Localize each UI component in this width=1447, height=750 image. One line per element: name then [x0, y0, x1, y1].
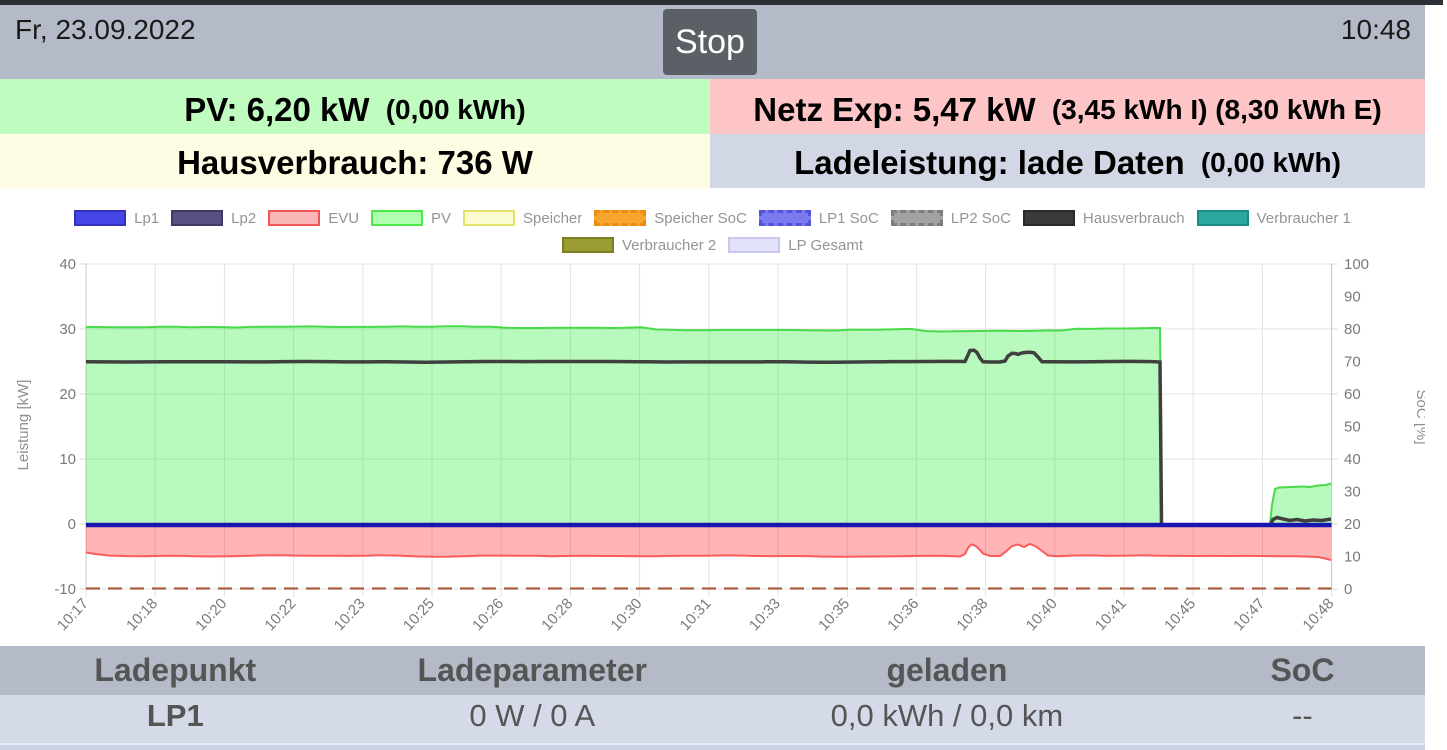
svg-text:10:45: 10:45: [1161, 595, 1199, 634]
svg-text:10:17: 10:17: [54, 595, 92, 634]
svg-text:20: 20: [59, 386, 76, 403]
svg-text:10:36: 10:36: [884, 595, 922, 634]
svg-text:10:40: 10:40: [1023, 595, 1061, 634]
svg-text:10:28: 10:28: [538, 595, 576, 634]
svg-text:10:18: 10:18: [123, 595, 161, 634]
svg-text:10:30: 10:30: [607, 595, 645, 634]
svg-text:10: 10: [59, 451, 76, 468]
svg-text:10:23: 10:23: [331, 595, 369, 634]
svg-text:10:41: 10:41: [1092, 595, 1130, 634]
svg-text:10:47: 10:47: [1230, 595, 1268, 634]
svg-text:90: 90: [1344, 289, 1361, 306]
svg-text:40: 40: [1344, 451, 1361, 468]
svg-text:10:22: 10:22: [261, 595, 299, 634]
svg-text:SoC [%]: SoC [%]: [1413, 389, 1425, 444]
svg-text:30: 30: [59, 321, 76, 338]
svg-text:10:33: 10:33: [746, 595, 784, 634]
svg-text:60: 60: [1344, 386, 1361, 403]
svg-text:10:31: 10:31: [677, 595, 715, 634]
svg-text:100: 100: [1344, 256, 1369, 273]
svg-text:0: 0: [68, 516, 76, 533]
svg-text:10:35: 10:35: [815, 595, 853, 634]
svg-text:40: 40: [59, 256, 76, 273]
svg-text:10:25: 10:25: [400, 595, 438, 634]
svg-text:80: 80: [1344, 321, 1361, 338]
svg-text:10:48: 10:48: [1299, 595, 1337, 634]
svg-text:20: 20: [1344, 516, 1361, 533]
svg-text:10:26: 10:26: [469, 595, 507, 634]
svg-text:-10: -10: [54, 581, 76, 598]
svg-text:10:38: 10:38: [953, 595, 991, 634]
svg-text:70: 70: [1344, 354, 1361, 371]
svg-text:10: 10: [1344, 549, 1361, 566]
svg-text:Leistung [kW]: Leistung [kW]: [15, 380, 32, 471]
svg-text:10:20: 10:20: [192, 595, 230, 634]
svg-text:30: 30: [1344, 484, 1361, 501]
svg-text:0: 0: [1344, 581, 1352, 598]
svg-text:50: 50: [1344, 419, 1361, 436]
